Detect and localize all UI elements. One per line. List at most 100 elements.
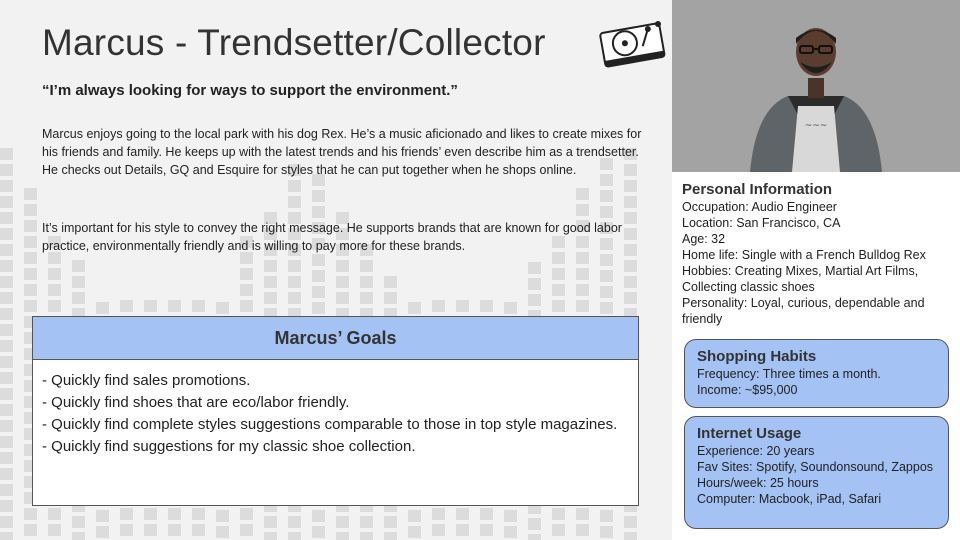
equalizer-block bbox=[48, 236, 61, 248]
equalizer-block bbox=[552, 524, 565, 536]
equalizer-block bbox=[264, 260, 277, 272]
equalizer-block bbox=[480, 300, 493, 312]
persona-photo: ~~~ bbox=[672, 0, 960, 172]
equalizer-block bbox=[288, 516, 301, 528]
equalizer-block bbox=[336, 532, 349, 540]
equalizer-block bbox=[0, 404, 13, 416]
equalizer-block bbox=[120, 300, 133, 312]
internet-usage-card: Internet Usage Experience: 20 years Fav … bbox=[684, 416, 949, 529]
equalizer-block bbox=[48, 252, 61, 264]
equalizer-block bbox=[432, 300, 445, 312]
equalizer-block bbox=[240, 236, 253, 248]
equalizer-block bbox=[552, 300, 565, 312]
shopping-habits-line: Frequency: Three times a month. bbox=[697, 367, 881, 381]
goal-item: - Quickly find sales promotions. bbox=[42, 372, 251, 389]
personal-info-line: Hobbies: Creating Mixes, Martial Art Fil… bbox=[682, 264, 919, 294]
equalizer-block bbox=[0, 228, 13, 240]
equalizer-block bbox=[24, 204, 37, 216]
equalizer-block bbox=[0, 260, 13, 272]
equalizer-block bbox=[0, 468, 13, 480]
equalizer-block bbox=[288, 244, 301, 256]
equalizer-block bbox=[552, 268, 565, 280]
equalizer-block bbox=[360, 276, 373, 288]
goal-item: - Quickly find complete styles suggestio… bbox=[42, 416, 618, 433]
equalizer-block bbox=[624, 212, 637, 224]
equalizer-block bbox=[264, 532, 277, 540]
equalizer-block bbox=[24, 284, 37, 296]
shopping-habits-line: Income: ~$95,000 bbox=[697, 383, 798, 397]
equalizer-block bbox=[624, 180, 637, 192]
equalizer-block bbox=[624, 164, 637, 176]
goals-box: Marcus’ Goals - Quickly find sales promo… bbox=[32, 316, 639, 506]
goals-list: - Quickly find sales promotions. - Quick… bbox=[33, 360, 638, 458]
equalizer-block bbox=[48, 284, 61, 296]
equalizer-block bbox=[456, 300, 469, 312]
equalizer-block bbox=[408, 510, 421, 522]
equalizer-block bbox=[264, 516, 277, 528]
equalizer-block bbox=[600, 510, 613, 522]
equalizer-block bbox=[240, 300, 253, 312]
equalizer-block bbox=[552, 508, 565, 520]
internet-usage-line: Hours/week: 25 hours bbox=[697, 476, 819, 490]
personal-info-line: Personality: Loyal, curious, dependable … bbox=[682, 296, 925, 326]
equalizer-block bbox=[576, 236, 589, 248]
equalizer-block bbox=[0, 436, 13, 448]
equalizer-block bbox=[264, 228, 277, 240]
personal-info-line: Occupation: Audio Engineer bbox=[682, 200, 837, 214]
equalizer-block bbox=[312, 510, 325, 522]
equalizer-block bbox=[504, 302, 517, 314]
equalizer-block bbox=[264, 292, 277, 304]
equalizer-block bbox=[384, 292, 397, 304]
equalizer-block bbox=[312, 190, 325, 202]
goal-item: - Quickly find suggestions for my classi… bbox=[42, 438, 416, 455]
equalizer-block bbox=[624, 244, 637, 256]
equalizer-block bbox=[0, 500, 13, 512]
equalizer-block bbox=[312, 254, 325, 266]
equalizer-block bbox=[600, 286, 613, 298]
equalizer-block bbox=[48, 524, 61, 536]
equalizer-block bbox=[0, 212, 13, 224]
equalizer-block bbox=[72, 516, 85, 528]
equalizer-block bbox=[120, 508, 133, 520]
equalizer-block bbox=[312, 222, 325, 234]
equalizer-block bbox=[72, 260, 85, 272]
internet-usage-line: Experience: 20 years bbox=[697, 444, 815, 458]
equalizer-block bbox=[528, 534, 541, 540]
equalizer-block bbox=[576, 268, 589, 280]
equalizer-block bbox=[216, 302, 229, 314]
equalizer-block bbox=[384, 516, 397, 528]
equalizer-block bbox=[0, 372, 13, 384]
equalizer-block bbox=[24, 524, 37, 536]
equalizer-block bbox=[360, 532, 373, 540]
equalizer-block bbox=[0, 388, 13, 400]
equalizer-block bbox=[24, 300, 37, 312]
equalizer-block bbox=[624, 260, 637, 272]
equalizer-block bbox=[336, 212, 349, 224]
equalizer-block bbox=[600, 158, 613, 170]
equalizer-block bbox=[48, 508, 61, 520]
equalizer-block bbox=[600, 206, 613, 218]
equalizer-block bbox=[552, 284, 565, 296]
equalizer-block bbox=[552, 236, 565, 248]
equalizer-block bbox=[24, 508, 37, 520]
equalizer-block bbox=[384, 276, 397, 288]
equalizer-block bbox=[72, 276, 85, 288]
equalizer-block bbox=[360, 260, 373, 272]
goal-item: - Quickly find shoes that are eco/labor … bbox=[42, 394, 350, 411]
equalizer-block bbox=[312, 526, 325, 538]
equalizer-block bbox=[192, 300, 205, 312]
equalizer-block bbox=[0, 340, 13, 352]
equalizer-block bbox=[336, 244, 349, 256]
equalizer-block bbox=[0, 292, 13, 304]
equalizer-block bbox=[312, 270, 325, 282]
equalizer-block bbox=[600, 222, 613, 234]
equalizer-block bbox=[72, 532, 85, 540]
personal-info-title: Personal Information bbox=[682, 181, 833, 198]
equalizer-block bbox=[240, 284, 253, 296]
personal-information: Personal Information Occupation: Audio E… bbox=[682, 181, 957, 327]
equalizer-block bbox=[552, 252, 565, 264]
equalizer-block bbox=[288, 196, 301, 208]
equalizer-block bbox=[288, 292, 301, 304]
equalizer-block bbox=[624, 148, 637, 160]
equalizer-block bbox=[240, 508, 253, 520]
